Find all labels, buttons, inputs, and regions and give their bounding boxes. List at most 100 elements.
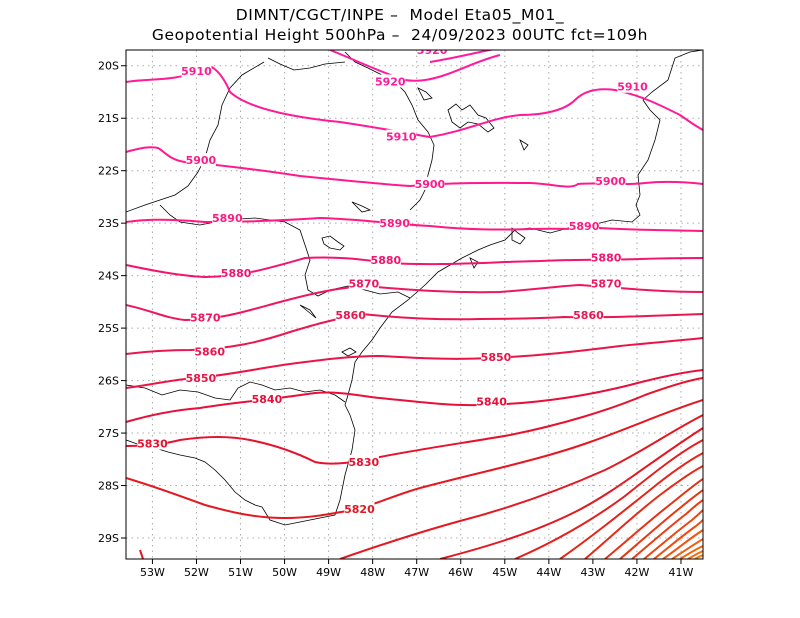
contour-line xyxy=(126,399,703,520)
contour-label-bg xyxy=(370,252,401,266)
contour-label: 5880 xyxy=(221,267,252,280)
contour-label: 5890 xyxy=(569,220,600,233)
lat-tick-label: 26S xyxy=(98,375,119,388)
contour-label-bg xyxy=(375,74,406,88)
contour-line xyxy=(126,64,703,139)
lon-tick-label: 50W xyxy=(272,566,297,579)
contour-label-bg xyxy=(212,210,243,224)
lon-tick-label: 53W xyxy=(140,566,165,579)
contour-line xyxy=(126,312,703,355)
lon-tick-label: 46W xyxy=(448,566,473,579)
lon-tick-label: 52W xyxy=(184,566,209,579)
lat-tick-label: 28S xyxy=(98,480,119,493)
contour-label-bg xyxy=(335,307,366,321)
contour-line xyxy=(643,509,703,559)
contour-label-bg xyxy=(591,250,622,264)
contour-label: 5860 xyxy=(573,309,604,322)
contour-label-bg xyxy=(476,394,507,408)
contour-line xyxy=(679,545,703,559)
contour-label: 5840 xyxy=(252,393,283,406)
contour-label-bg xyxy=(181,63,212,77)
contour-label: 5860 xyxy=(194,346,225,359)
lon-tick-label: 42W xyxy=(624,566,649,579)
contour-line xyxy=(559,452,703,559)
contour-line xyxy=(439,427,703,559)
contour-label: 5850 xyxy=(186,372,217,385)
contour-label-bg xyxy=(190,310,221,324)
plot-frame xyxy=(125,49,704,560)
contour-label: 5900 xyxy=(186,154,217,167)
contour-line xyxy=(584,465,703,559)
grid-lines xyxy=(126,50,703,559)
contour-label: 5890 xyxy=(212,212,243,225)
contour-label: 5900 xyxy=(415,178,446,191)
title-line-1: DIMNT/CGCT/INPE – Model Eta05_M01_ xyxy=(235,6,565,24)
contour-label-bg xyxy=(595,174,626,188)
lat-tick-label: 22S xyxy=(98,165,119,178)
contour-label-bg xyxy=(417,50,448,56)
lat-tick-label: 23S xyxy=(98,217,119,230)
contour-label: 5910 xyxy=(386,131,417,144)
lat-tick-label: 25S xyxy=(98,322,119,335)
contour-label: 5870 xyxy=(591,278,622,291)
contour-label: 5920 xyxy=(417,44,448,57)
contour-label: 5820 xyxy=(344,503,375,516)
contour-label-bg xyxy=(617,79,648,93)
contour-line xyxy=(671,538,703,559)
contour-label-bg xyxy=(194,344,225,358)
contour-label-bg xyxy=(379,216,410,230)
contour-line xyxy=(619,489,703,559)
axis-ticks: 53W 52W 51W 50W 49W 48W 47W 46W 45W 44W 43W 42W 41W 2… xyxy=(98,60,694,579)
lon-tick-label: 45W xyxy=(492,566,517,579)
contour-line xyxy=(126,369,703,423)
contour-label-bg xyxy=(386,129,417,143)
contour-label-bg xyxy=(591,276,622,290)
lon-tick-label: 49W xyxy=(316,566,341,579)
contour-label: 5850 xyxy=(481,351,512,364)
contour-label: 5880 xyxy=(371,254,402,267)
lat-tick-label: 21S xyxy=(98,112,119,125)
lat-tick-label: 20S xyxy=(98,60,119,73)
contour-label-bg xyxy=(137,436,168,450)
contour-label: 5880 xyxy=(591,251,622,264)
contour-line xyxy=(694,554,703,559)
contour-line xyxy=(126,377,703,465)
contour-label: 5830 xyxy=(137,438,168,451)
contour-line xyxy=(662,529,703,559)
contour-label-bg xyxy=(185,153,216,167)
contour-line xyxy=(653,519,703,559)
lon-tick-label: 43W xyxy=(580,566,605,579)
contour-label-bg xyxy=(221,266,252,280)
contour-label-bg xyxy=(569,218,600,232)
contour-label-bg xyxy=(480,349,511,363)
contour-line xyxy=(339,414,703,559)
contour-label: 5920 xyxy=(375,75,406,88)
contour-label: 5890 xyxy=(379,217,410,230)
contour-line xyxy=(139,549,144,559)
contour-label: 5910 xyxy=(617,81,648,94)
contour-line xyxy=(126,216,703,232)
contour-label-bg xyxy=(348,454,379,468)
lon-tick-label: 51W xyxy=(228,566,253,579)
contour-label: 5840 xyxy=(476,396,507,409)
lon-tick-label: 41W xyxy=(669,566,694,579)
lon-tick-label: 48W xyxy=(360,566,385,579)
contour-label-bg xyxy=(348,276,379,290)
lat-tick-label: 29S xyxy=(98,532,119,545)
contour-label-bg xyxy=(344,502,375,516)
contour-line xyxy=(329,50,501,82)
lat-tick-label: 24S xyxy=(98,270,119,283)
contour-label-bg xyxy=(414,176,445,190)
title-line-2: Geopotential Height 500hPa – 24/09/2023 … xyxy=(151,26,649,44)
contour-labels: 5920 5910 5920 5910 5910 5900 5900 5900 5890 5890… xyxy=(137,44,648,516)
contour-label: 5900 xyxy=(595,175,626,188)
lon-tick-label: 47W xyxy=(404,566,429,579)
lat-tick-label: 27S xyxy=(98,427,119,440)
contour-label: 5870 xyxy=(349,278,380,291)
contour-line xyxy=(687,550,703,559)
contour-label: 5830 xyxy=(349,456,380,469)
contour-line xyxy=(514,439,703,559)
contour-line xyxy=(631,499,703,559)
contour-label: 5910 xyxy=(181,65,212,78)
